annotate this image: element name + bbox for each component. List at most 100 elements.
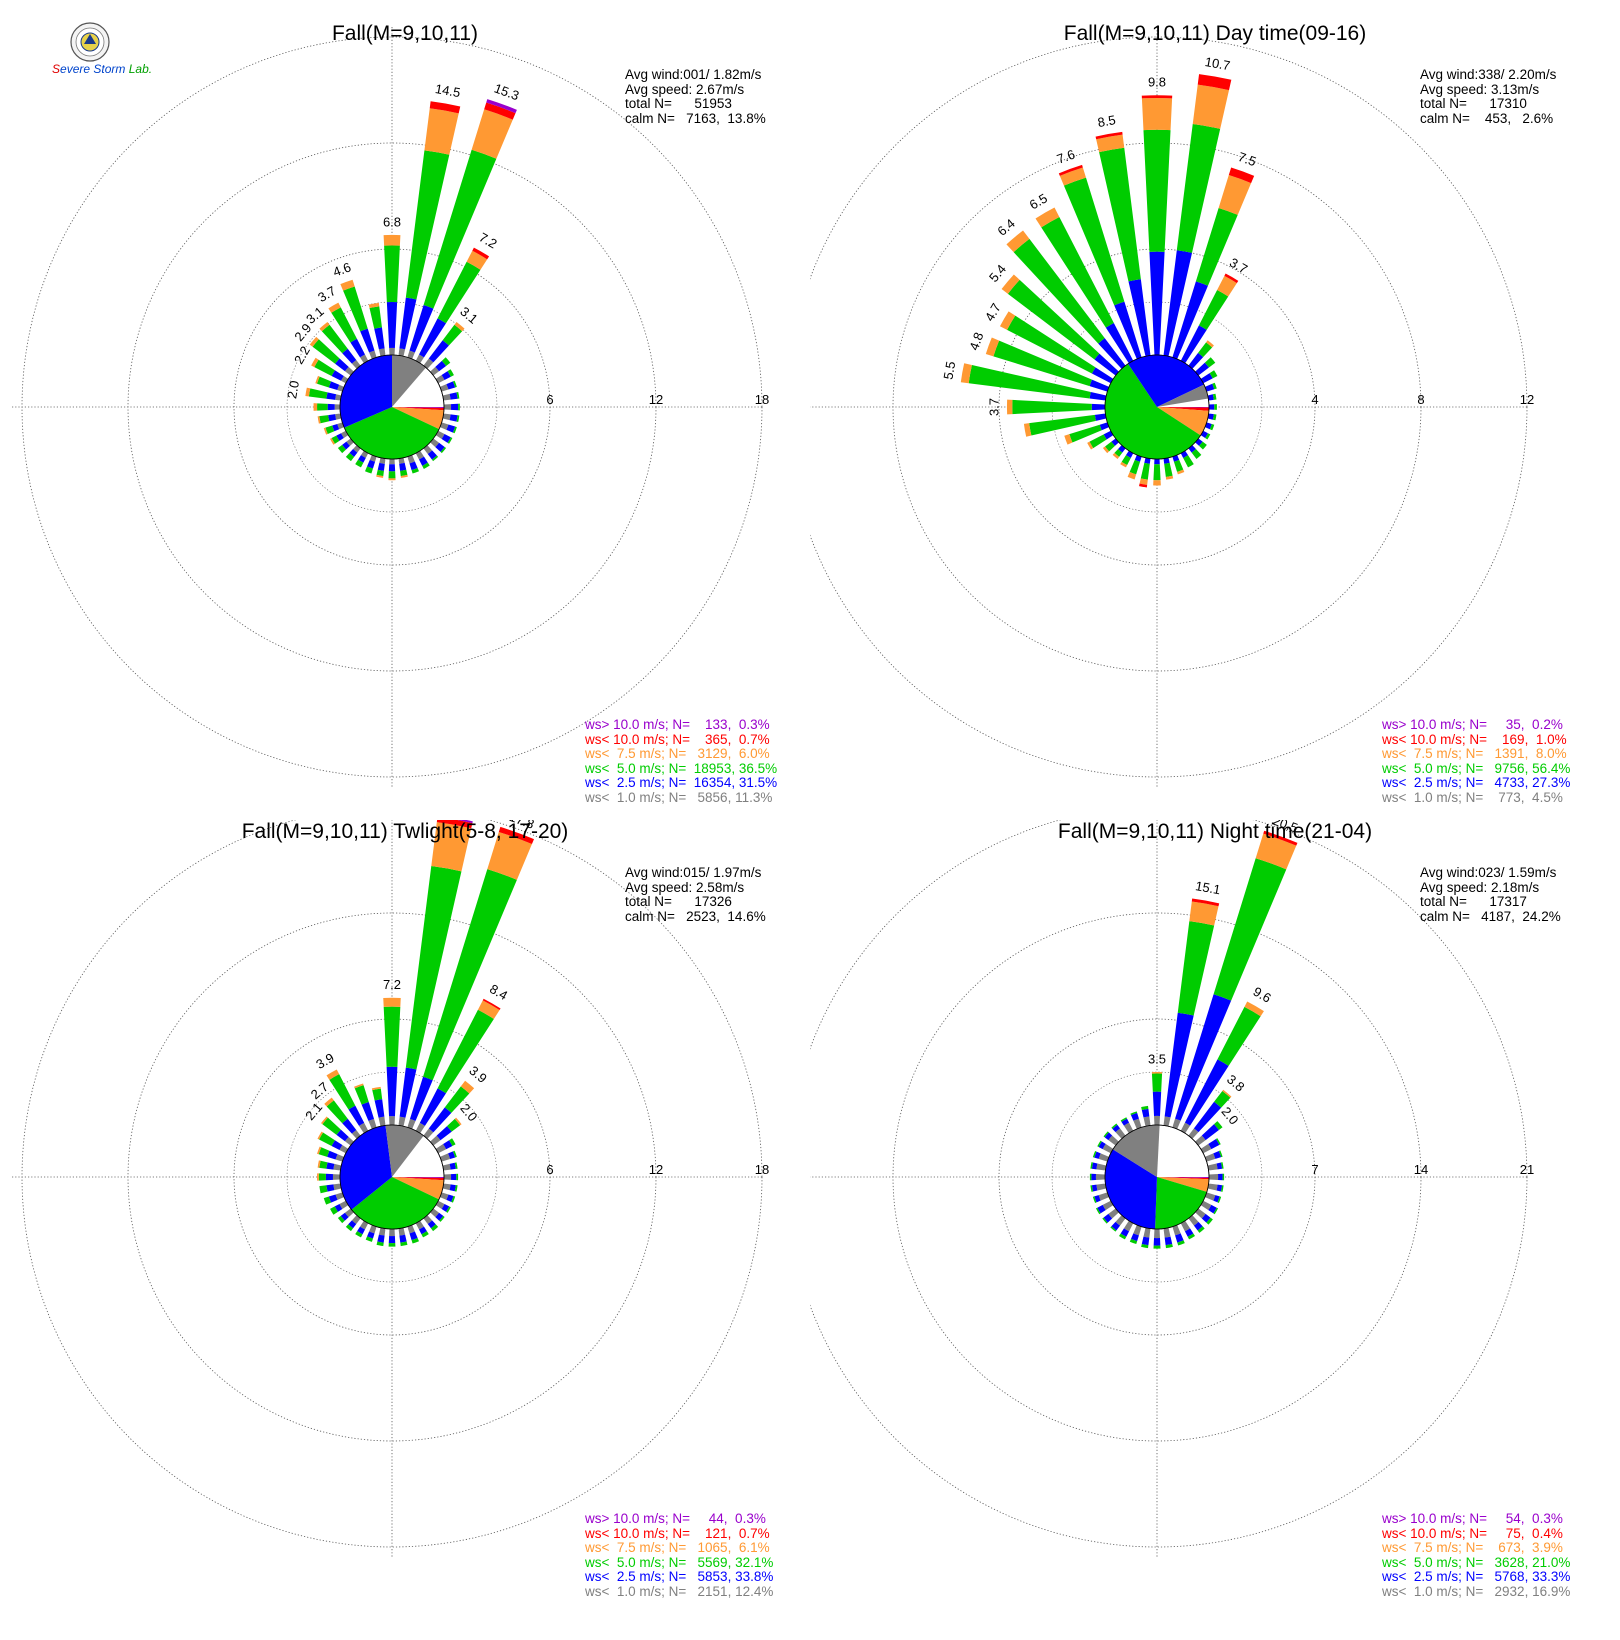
sector-bar <box>319 1132 335 1146</box>
sector-bar <box>1104 1132 1113 1141</box>
sector-label: 15.1 <box>1194 878 1222 897</box>
sector-bar <box>389 1116 395 1126</box>
sector-bar <box>1094 1195 1101 1203</box>
sector-label: 3.7 <box>1227 255 1250 277</box>
sector-bar <box>351 359 361 369</box>
sector-bar <box>452 1150 457 1158</box>
sector-label: 6.4 <box>994 216 1017 239</box>
sector-bar <box>317 1146 322 1155</box>
pie-slice <box>344 407 440 460</box>
sector-bar <box>415 450 424 460</box>
sector-bar <box>354 1085 369 1105</box>
sector-bar <box>340 1212 349 1221</box>
sector-bar <box>332 423 340 432</box>
sector-bar <box>400 474 408 478</box>
sector-bar <box>1153 464 1161 481</box>
sector-bar <box>1140 462 1150 480</box>
chart-title: Fall(M=9,10,11) Night time(21-04) <box>1057 820 1373 843</box>
total-count-text: total N= 17317 <box>1420 894 1527 909</box>
pie-slice <box>392 1177 444 1200</box>
sector-bar <box>1094 413 1107 421</box>
sector-bar <box>1092 1150 1097 1158</box>
sector-bar <box>1153 1245 1161 1249</box>
sector-bar <box>411 1237 419 1244</box>
sector-bar <box>1204 383 1215 392</box>
sector-bar <box>1199 441 1207 450</box>
pie-slice <box>1157 407 1209 408</box>
sector-bar <box>389 347 395 356</box>
sector-bar <box>449 1138 456 1146</box>
sector-bar <box>317 1173 319 1181</box>
sector-bar <box>345 1224 354 1232</box>
wind-rose-plot: 6 12 186.814.5 15.37.23.12.02.22.93.13.74.6 <box>12 27 769 787</box>
sector-bar <box>328 381 340 391</box>
sector-bar <box>1197 74 1232 91</box>
sector-bar <box>1193 1221 1203 1231</box>
sector-label: 10.7 <box>1204 54 1232 73</box>
avg-speed-text: Avg speed: 3.13m/s <box>1420 81 1540 97</box>
seal-icon <box>70 22 110 62</box>
sector-bar <box>330 1206 338 1215</box>
sector-bar <box>1108 1208 1119 1219</box>
sector-bar <box>409 461 418 471</box>
sector-bar <box>498 826 535 845</box>
sector-bar <box>450 1173 457 1181</box>
legend-entry: ws< 2.5 m/s; N= 4733, 27.3% <box>1382 775 1571 790</box>
sector-bar <box>482 998 501 1011</box>
sector-bar <box>1172 454 1180 462</box>
sector-bar <box>1103 430 1114 440</box>
sector-bar <box>360 328 375 353</box>
sector-bar <box>441 371 451 381</box>
sector-bar <box>388 1243 396 1247</box>
sector-bar <box>1218 175 1252 215</box>
sector-bar <box>1090 1162 1094 1169</box>
sector-label: 3.9 <box>313 1050 336 1072</box>
pie-outline <box>339 1124 445 1230</box>
sector-bar <box>1220 1185 1224 1192</box>
sector-bar <box>409 1231 418 1241</box>
sector-bar <box>314 359 335 376</box>
sector-bar <box>1188 1215 1199 1226</box>
speed-legend: ws> 10.0 m/s; N= 44, 0.3% ws< 10.0 m/s; … <box>585 1511 773 1599</box>
sector-bar <box>1115 1215 1126 1226</box>
sector-bar <box>400 469 408 477</box>
ring-label: 8 <box>1417 392 1424 407</box>
sector-bar <box>1143 1116 1151 1127</box>
sector-bar <box>365 466 373 474</box>
sector-bar <box>1165 475 1174 480</box>
sector-label: 7.5 <box>1236 149 1258 169</box>
sector-bar <box>452 426 457 434</box>
sector-bar <box>1130 1233 1139 1242</box>
sector-bar <box>1098 1192 1110 1201</box>
grid-ring <box>286 301 498 513</box>
sector-bar <box>441 433 451 443</box>
sector-bar <box>437 261 481 324</box>
sector-bar <box>435 360 447 372</box>
sector-bar <box>1128 279 1151 357</box>
sector-bar <box>407 350 415 360</box>
sector-bar <box>1208 1138 1220 1150</box>
sector-bar <box>1207 394 1214 401</box>
legend-entry: ws< 5.0 m/s; N= 9756, 56.4% <box>1382 760 1571 776</box>
sector-bar <box>441 357 451 366</box>
sector-bar <box>344 1136 354 1146</box>
sector-bar <box>1123 1220 1134 1232</box>
sector-bar <box>379 457 386 464</box>
pie-slice <box>385 1125 424 1177</box>
sector-bar <box>1089 379 1110 392</box>
sector-bar <box>1013 238 1105 344</box>
sector-bar <box>1120 1228 1130 1237</box>
sector-label: 8.4 <box>487 981 510 1003</box>
sector-bar <box>319 321 330 332</box>
sector-bar <box>449 392 458 400</box>
sector-label: 3.9 <box>466 1063 489 1086</box>
sector-bar <box>337 384 345 392</box>
sector-bar <box>1180 1220 1191 1232</box>
sector-bar <box>1059 167 1086 186</box>
sector-bar <box>1177 921 1215 1016</box>
sector-bar <box>1141 1243 1149 1249</box>
sector-bar <box>398 1227 406 1236</box>
sector-bar <box>457 820 473 824</box>
sector-bar <box>428 340 449 363</box>
